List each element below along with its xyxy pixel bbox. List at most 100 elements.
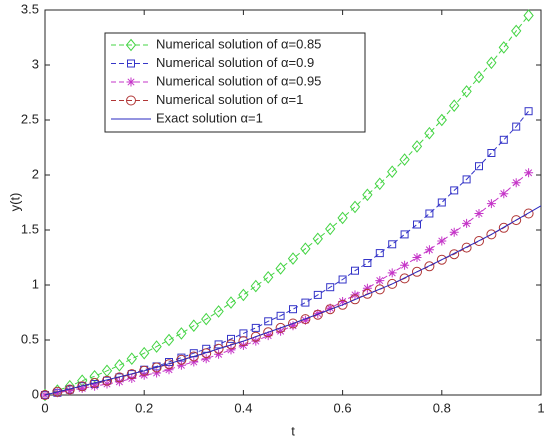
y-tick-label: 2.5 (21, 111, 39, 126)
marker (424, 261, 435, 272)
marker (523, 208, 534, 219)
marker (486, 199, 496, 209)
marker (449, 227, 459, 237)
marker (338, 275, 347, 284)
series-line (44, 15, 529, 396)
marker (325, 304, 336, 315)
marker (338, 297, 348, 306)
marker (388, 240, 397, 249)
marker (300, 315, 310, 325)
marker (523, 9, 534, 22)
marker (275, 322, 286, 333)
marker (461, 85, 472, 98)
series-line (44, 172, 529, 396)
legend-marker (127, 59, 135, 68)
marker (176, 354, 187, 365)
marker (126, 352, 137, 365)
marker (374, 284, 385, 295)
legend-label: Exact solution α=1 (156, 110, 263, 125)
marker (312, 232, 323, 246)
marker (263, 271, 274, 284)
legend-label: Numerical solution of α=1 (156, 92, 303, 107)
legend: Numerical solution of α=0.85 Numerical so… (104, 32, 366, 133)
marker (114, 359, 125, 372)
marker (424, 245, 434, 255)
y-tick-label: 1.5 (21, 221, 39, 236)
marker (375, 249, 384, 258)
marker (362, 188, 373, 202)
marker (362, 288, 373, 299)
marker (276, 311, 285, 320)
series-line (44, 205, 542, 396)
marker (287, 252, 299, 265)
marker (77, 383, 87, 393)
marker (313, 309, 323, 319)
marker (437, 236, 447, 246)
marker (301, 298, 310, 307)
marker (313, 290, 322, 299)
marker (337, 211, 348, 225)
marker (400, 230, 409, 239)
x-tick-label: 0.4 (234, 400, 252, 415)
marker (375, 276, 385, 286)
x-axis-label: t (291, 423, 295, 438)
marker (164, 365, 174, 375)
marker (325, 222, 336, 236)
marker (40, 390, 50, 400)
marker (499, 135, 508, 144)
y-tick-label: 0.5 (21, 331, 39, 346)
marker (462, 175, 471, 184)
marker (424, 126, 435, 140)
y-axis-label: y(t) (7, 193, 22, 212)
marker (65, 386, 75, 396)
marker (462, 218, 472, 228)
marker (337, 299, 348, 310)
legend-label: Numerical solution of α=0.95 (156, 73, 321, 88)
marker (201, 354, 211, 364)
marker (486, 56, 497, 70)
x-tick-label: 0.6 (334, 400, 352, 415)
marker (387, 165, 398, 178)
marker (325, 303, 335, 313)
marker (387, 268, 397, 278)
y-tick-label: 3.5 (21, 1, 39, 16)
marker (77, 381, 88, 392)
marker (362, 283, 372, 293)
marker (52, 386, 63, 397)
marker (64, 384, 75, 395)
marker (363, 259, 372, 267)
marker (276, 326, 286, 336)
marker (164, 359, 174, 370)
y-tick-label: 3 (32, 56, 39, 71)
marker (275, 262, 286, 275)
marker (214, 340, 223, 349)
marker (449, 249, 460, 260)
legend-marker (126, 95, 136, 106)
marker (411, 140, 423, 153)
marker (139, 365, 150, 376)
legend-label: Numerical solution of α=0.85 (156, 36, 321, 51)
legend-marker (126, 77, 136, 87)
marker (436, 254, 447, 265)
marker (152, 368, 162, 378)
marker (102, 379, 112, 389)
legend-box (104, 32, 366, 133)
marker (400, 260, 410, 270)
marker (289, 305, 297, 314)
marker (250, 331, 261, 342)
marker (139, 346, 150, 360)
marker (351, 266, 359, 275)
marker (511, 215, 522, 226)
marker (227, 334, 235, 343)
marker (214, 349, 224, 359)
marker (499, 189, 509, 199)
marker (498, 41, 509, 54)
marker (226, 339, 236, 350)
marker (90, 381, 100, 391)
marker (288, 321, 298, 331)
x-tick-label: 0.8 (433, 400, 451, 415)
marker (498, 222, 509, 233)
marker (473, 70, 485, 84)
marker (126, 369, 137, 380)
